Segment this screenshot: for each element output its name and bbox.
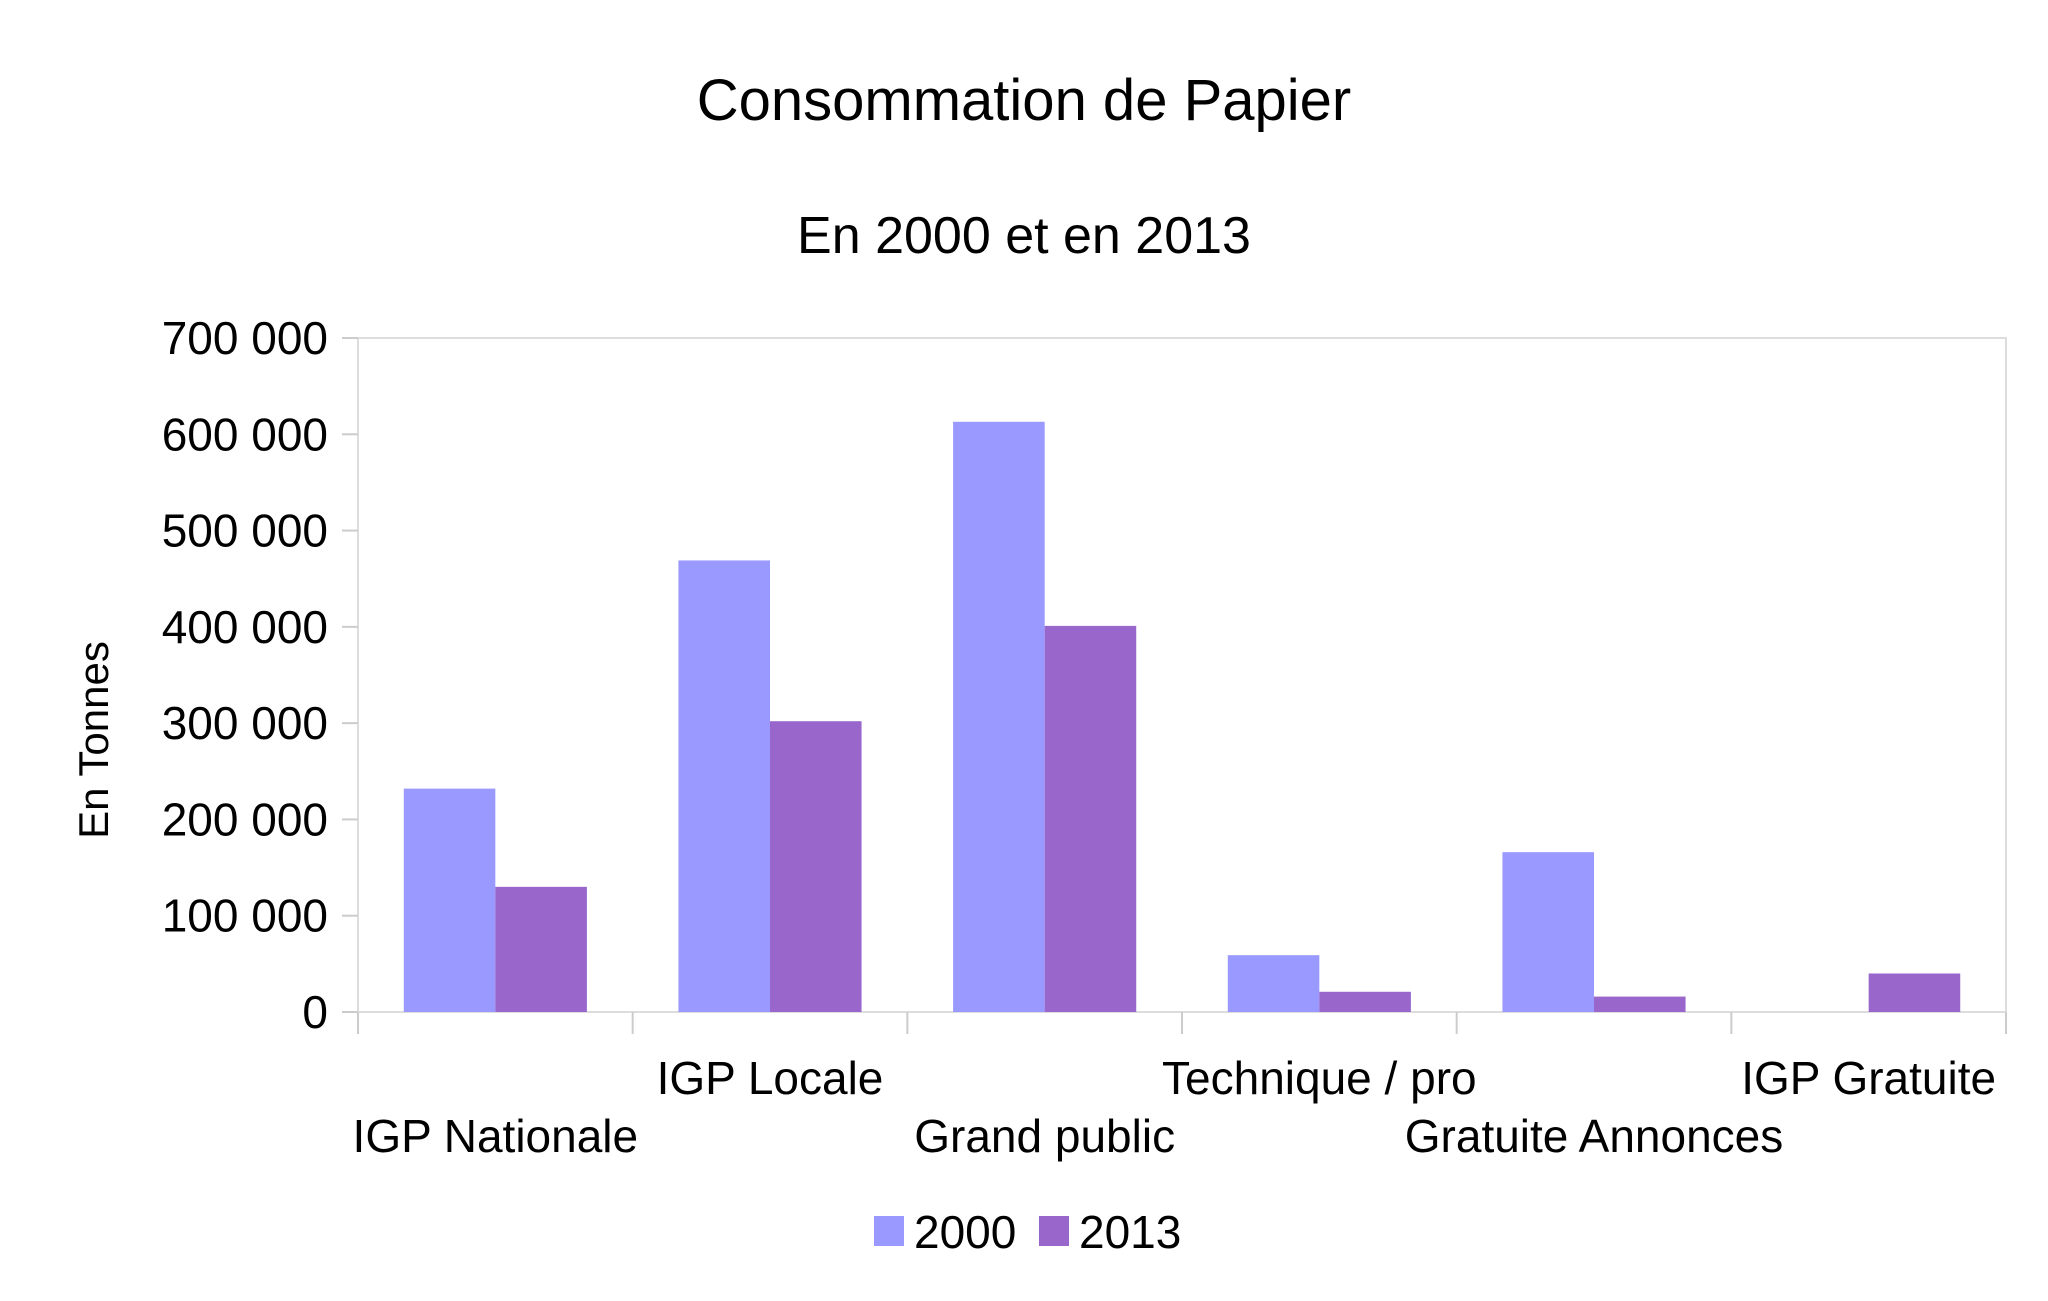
category-label: IGP Locale — [657, 1052, 884, 1104]
category-label: IGP Gratuite — [1741, 1052, 1996, 1104]
legend-swatch-2013 — [1039, 1216, 1069, 1246]
y-tick-label: 500 000 — [162, 505, 328, 557]
plot-frame — [357, 337, 2007, 1013]
y-axis-ticks: 0 100 000 200 000 300 000 400 000 500 000 600 … — [162, 312, 358, 1038]
plot-area-border — [357, 337, 2007, 1013]
legend-label-2013: 2013 — [1079, 1206, 1181, 1258]
x-axis-ticks — [357, 1012, 2007, 1034]
legend: 2000 2013 — [874, 1206, 1181, 1258]
chart-title: Consommation de Papier — [697, 68, 1351, 133]
bars-group — [403, 421, 1961, 1013]
bar-2013-1 — [770, 721, 862, 1012]
legend-label-2000: 2000 — [914, 1206, 1016, 1258]
y-tick-label: 100 000 — [162, 890, 328, 942]
category-label: IGP Nationale — [353, 1110, 639, 1162]
bar-2000-0 — [403, 788, 496, 1012]
y-tick-label: 0 — [302, 986, 328, 1038]
category-label: Technique / pro — [1162, 1052, 1477, 1104]
bar-2013-4 — [1594, 996, 1686, 1012]
y-tick-label: 400 000 — [162, 601, 328, 653]
bar-2013-3 — [1319, 991, 1411, 1012]
legend-swatch-2000 — [874, 1216, 904, 1246]
y-tick-label: 300 000 — [162, 697, 328, 749]
category-label: Gratuite Annonces — [1405, 1110, 1783, 1162]
bar-2000-4 — [1502, 852, 1594, 1012]
bar-2000-3 — [1227, 955, 1320, 1012]
y-tick-label: 600 000 — [162, 408, 328, 460]
bar-2000-1 — [678, 560, 770, 1012]
category-label: Grand public — [914, 1110, 1175, 1162]
bar-2013-0 — [495, 886, 587, 1012]
y-axis-title: En Tonnes — [70, 641, 117, 839]
bar-2013-5 — [1868, 973, 1961, 1012]
category-labels: IGP Nationale IGP Locale Grand public Techn… — [353, 1052, 1997, 1162]
chart-subtitle: En 2000 et en 2013 — [797, 207, 1251, 265]
y-tick-label: 200 000 — [162, 793, 328, 845]
y-tick-label: 700 000 — [162, 312, 328, 364]
bar-2013-2 — [1044, 625, 1137, 1012]
bar-2000-2 — [953, 421, 1045, 1013]
